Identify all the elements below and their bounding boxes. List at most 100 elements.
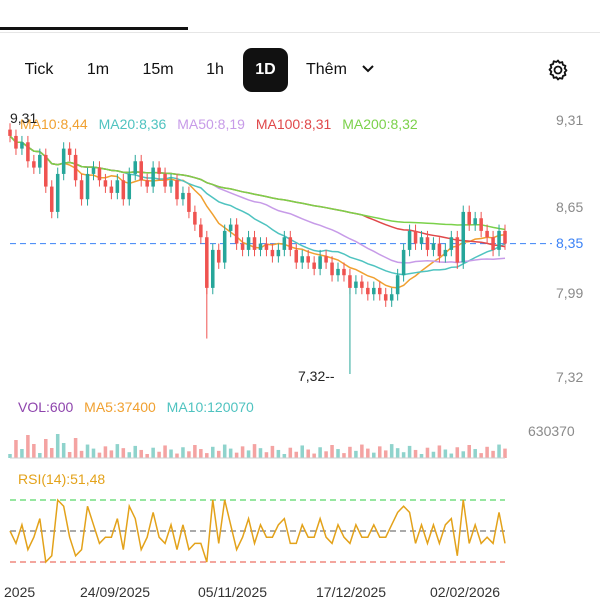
volume-bar (38, 453, 42, 458)
volume-bar (401, 452, 406, 458)
more-timeframes-button[interactable]: Thêm (306, 61, 347, 78)
volume-bar (8, 454, 12, 458)
price-axis-label: 7,32 (556, 369, 584, 385)
volume-bar (276, 449, 281, 458)
candle-body (49, 186, 54, 212)
candle-body (85, 173, 90, 200)
volume-bar (175, 453, 179, 458)
volume-bar (44, 439, 48, 458)
volume-bar (413, 449, 418, 458)
volume-bar (133, 445, 138, 458)
current-price-tag: 8,35 (556, 235, 584, 251)
candle-body (348, 275, 352, 288)
gear-icon[interactable] (546, 58, 570, 82)
volume-bar (443, 449, 448, 458)
volume-bar (20, 449, 24, 458)
candle-body (461, 211, 466, 263)
volume-bar (211, 446, 215, 458)
volume-bar (67, 452, 72, 458)
ma20-line (9, 135, 506, 276)
candle-body (449, 237, 454, 250)
timeframe-tick[interactable]: Tick (24, 61, 54, 78)
volume-bar (389, 444, 394, 458)
volume-bar (312, 453, 316, 458)
x-axis-label: 05/11/2025 (198, 584, 268, 600)
volume-bar (199, 449, 203, 458)
volume-bar (246, 450, 251, 458)
candle-body (318, 256, 322, 269)
candle-body (366, 287, 370, 295)
candle-body (228, 224, 233, 231)
candle-body (79, 180, 84, 200)
vol-label: VOL:600 (18, 399, 74, 415)
volume-bar (151, 447, 155, 458)
candle-body (264, 243, 269, 250)
ma100-label: MA100:8,31 (255, 116, 332, 132)
candle-body (360, 281, 364, 288)
volume-bar (288, 447, 293, 458)
candle-body (503, 230, 507, 244)
ma100-line (9, 135, 506, 248)
volume-bar (139, 449, 143, 458)
candle-body (205, 237, 209, 288)
candle-body (151, 167, 155, 187)
candle-body (497, 230, 501, 250)
volume-bar (395, 448, 400, 458)
candle-body (294, 249, 299, 263)
volume-bar (26, 435, 30, 458)
volume-bar (121, 448, 126, 458)
x-axis-label: 2025 (4, 584, 36, 600)
timeframe-1m[interactable]: 1m (86, 61, 110, 78)
chevron-down-icon[interactable] (362, 64, 374, 74)
volume-bar (73, 438, 78, 458)
volume-bar (193, 445, 197, 458)
candle-body (467, 211, 471, 225)
volume-bar (407, 445, 412, 458)
volume-bar (85, 444, 90, 458)
volume-bar (97, 452, 102, 458)
candle-body (342, 268, 346, 276)
ma50-label: MA50:8,19 (177, 116, 245, 132)
volume-bar (306, 449, 310, 458)
candle-body (336, 268, 340, 276)
volume-bar (49, 448, 54, 458)
timeframe-15m[interactable]: 15m (142, 61, 174, 78)
vol-ma10-label: MA10:120070 (166, 399, 254, 415)
volume-bar (264, 452, 269, 458)
volume-bar (318, 447, 322, 458)
candle-body (306, 256, 310, 263)
volume-bar (336, 449, 340, 458)
candle-body (372, 287, 376, 295)
volume-bar (127, 452, 132, 458)
candle-body (133, 161, 138, 174)
candle-body (276, 249, 281, 257)
candle-body (163, 173, 167, 187)
price-axis-label: 8,65 (556, 199, 584, 215)
volume-bar (222, 444, 227, 458)
volume-bar (79, 450, 84, 458)
volume-bar (485, 446, 489, 458)
volume-axis-label: 630370 (528, 423, 575, 439)
volume-bar (360, 444, 364, 458)
ma20-label: MA20:8,36 (98, 116, 167, 132)
volume-bar (449, 453, 454, 458)
volume-bar (300, 445, 304, 458)
candle-body (38, 154, 42, 168)
candle-body (354, 281, 358, 288)
x-axis-label: 02/02/2026 (430, 584, 501, 600)
volume-bar (419, 454, 424, 458)
volume-bar (455, 447, 460, 458)
volume-bar (252, 444, 257, 458)
price-axis-label: 9,31 (556, 112, 584, 128)
volume-bar (497, 444, 501, 458)
volume-bar (467, 445, 471, 458)
timeframe-1h[interactable]: 1h (206, 61, 224, 78)
candle-body (282, 237, 287, 250)
volume-bar (294, 451, 299, 458)
volume-bar (157, 451, 161, 458)
volume-bar (372, 452, 376, 458)
timeframe-1d[interactable]: 1D (243, 48, 288, 92)
candle-body (139, 161, 143, 181)
candle-body (455, 237, 460, 263)
